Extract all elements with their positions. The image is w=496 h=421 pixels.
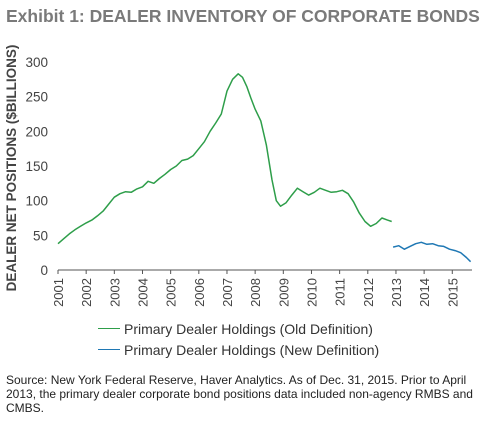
x-tick-label: 2005 <box>164 278 179 307</box>
x-tick-label: 2003 <box>107 278 122 307</box>
x-tick-label: 2011 <box>333 278 348 306</box>
source-note: Source: New York Federal Reserve, Haver … <box>6 373 473 415</box>
legend-item-new-definition: Primary Dealer Holdings (New Definition) <box>98 339 379 360</box>
legend-label: Primary Dealer Holdings (Old Definition) <box>124 320 373 337</box>
x-tick-label: 2001 <box>51 278 66 307</box>
legend-item-old-definition: Primary Dealer Holdings (Old Definition) <box>98 318 379 339</box>
x-tick-label: 2002 <box>79 278 94 307</box>
y-tick-label: 100 <box>25 194 48 209</box>
y-tick-label: 250 <box>25 90 48 105</box>
y-tick-label: 50 <box>33 228 48 243</box>
x-tick-label: 2007 <box>220 278 235 307</box>
y-tick-label: 200 <box>25 124 48 139</box>
legend: Primary Dealer Holdings (Old Definition)… <box>98 318 379 360</box>
legend-label: Primary Dealer Holdings (New Definition) <box>124 341 380 358</box>
line-chart: DEALER NET POSITIONS ($BILLIONS) 0 50 100 1… <box>4 45 472 307</box>
legend-swatch-blue <box>98 349 120 350</box>
x-tick-label: 2015 <box>445 278 460 307</box>
x-tick-label: 2010 <box>304 278 319 307</box>
x-tick-label: 2009 <box>276 278 291 307</box>
series-line-new-definition <box>392 241 472 263</box>
series-line-old-definition <box>57 73 392 245</box>
chart-title: Exhibit 1: DEALER INVENTORY OF CORPORATE… <box>6 6 480 26</box>
x-tick-label: 2004 <box>135 278 150 307</box>
x-tick-label: 2014 <box>417 278 432 307</box>
y-tick-label: 150 <box>25 159 48 174</box>
y-tick-label: 300 <box>25 55 48 70</box>
x-tick-label: 2008 <box>248 278 263 307</box>
x-tick-label: 2013 <box>389 278 404 307</box>
legend-swatch-green <box>98 328 120 329</box>
x-tick-label: 2012 <box>361 278 376 307</box>
y-axis-label: DEALER NET POSITIONS ($BILLIONS) <box>4 45 19 292</box>
x-tick-label: 2006 <box>192 278 207 307</box>
y-tick-label: 0 <box>40 263 48 278</box>
